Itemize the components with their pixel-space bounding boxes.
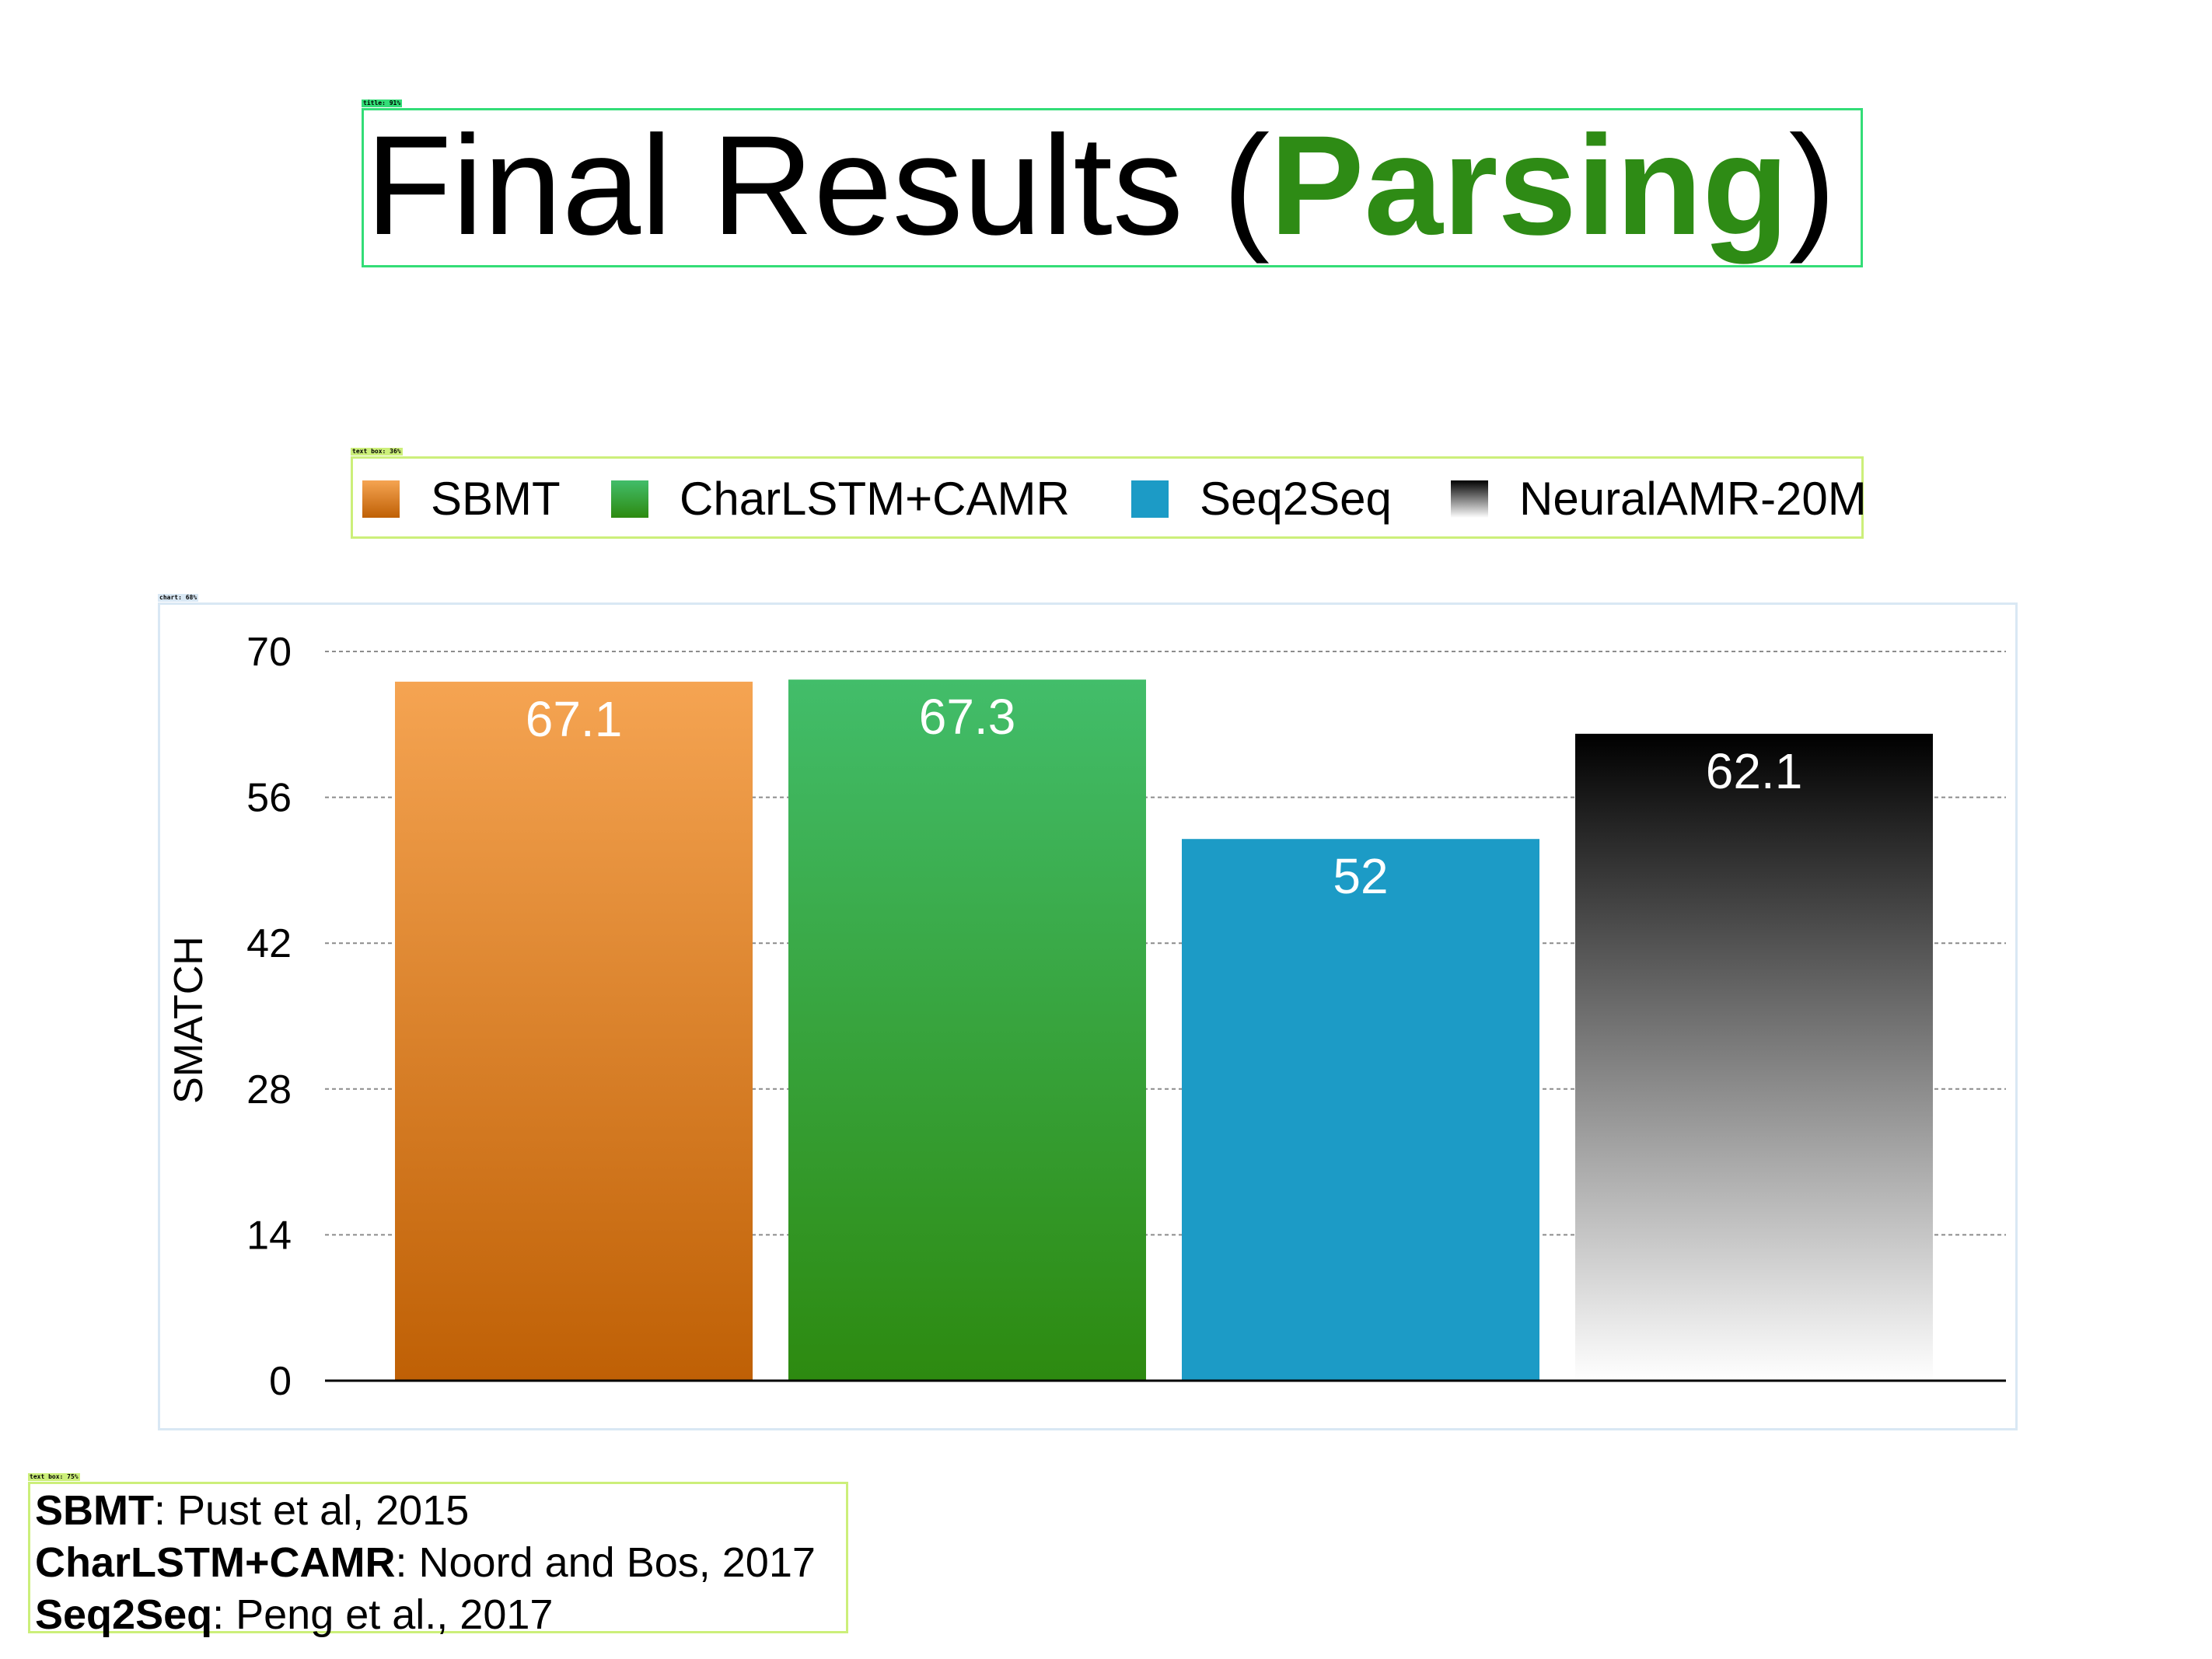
y-tick-label: 14 — [246, 1213, 292, 1258]
chart-detection-tag: chart: 68% — [158, 594, 199, 602]
title-detection-box — [362, 108, 1863, 267]
legend-item-seq2seq: Seq2Seq — [1131, 468, 1392, 530]
bar — [1575, 733, 1933, 1381]
y-axis-label: SMATCH — [166, 936, 211, 1104]
legend-swatch-sbmt — [362, 480, 400, 518]
y-tick-label: 28 — [246, 1067, 292, 1112]
legend-detection-tag: text box: 36% — [351, 448, 403, 456]
legend-detection-box — [351, 456, 1864, 539]
reference-seq2seq: Seq2Seq: Peng et al., 2017 — [35, 1589, 553, 1640]
legend-label-charlstm: CharLSTM+CAMR — [680, 473, 1070, 525]
y-tick-label: 0 — [269, 1359, 292, 1404]
bar-value-label: 62.1 — [1706, 743, 1803, 799]
title-detection-tag: title: 91% — [362, 100, 403, 107]
bar-value-label: 67.1 — [526, 691, 623, 747]
reference-citation: : Noord and Bos, 2017 — [395, 1539, 816, 1586]
legend-item-sbmt: SBMT — [362, 468, 561, 530]
bar — [1182, 839, 1539, 1381]
reference-charlstm: CharLSTM+CAMR: Noord and Bos, 2017 — [35, 1537, 816, 1588]
legend-label-seq2seq: Seq2Seq — [1200, 473, 1392, 525]
y-tick-label: 42 — [246, 921, 292, 966]
references-detection-box — [28, 1482, 848, 1633]
legend-swatch-neuralamr — [1451, 480, 1488, 518]
y-tick-label: 70 — [246, 630, 292, 675]
bar — [395, 681, 753, 1381]
legend-label-neuralamr: NeuralAMR-20M — [1519, 473, 1867, 525]
reference-name: Seq2Seq — [35, 1591, 213, 1638]
legend-item-charlstm: CharLSTM+CAMR — [611, 468, 1070, 530]
reference-citation: : Pust et al, 2015 — [153, 1487, 470, 1534]
legend-item-neuralamr: NeuralAMR-20M — [1451, 468, 1867, 530]
title-accent: Parsing — [1270, 106, 1789, 264]
y-tick-label: 56 — [246, 776, 292, 821]
references-detection-tag: text box: 75% — [28, 1473, 80, 1481]
title-prefix: Final Results ( — [365, 106, 1270, 264]
bar — [788, 679, 1146, 1381]
legend-swatch-seq2seq — [1131, 480, 1169, 518]
title-suffix: ) — [1788, 106, 1836, 264]
legend-label-sbmt: SBMT — [431, 473, 561, 525]
reference-name: CharLSTM+CAMR — [35, 1539, 396, 1586]
bar-value-label: 52 — [1333, 848, 1388, 904]
legend-swatch-charlstm — [611, 480, 648, 518]
reference-citation: : Peng et al., 2017 — [212, 1591, 554, 1638]
chart-detection-box — [158, 602, 2018, 1430]
reference-sbmt: SBMT: Pust et al, 2015 — [35, 1485, 469, 1536]
reference-name: SBMT — [35, 1487, 154, 1534]
bar-value-label: 67.3 — [919, 689, 1016, 745]
slide-title: Final Results (Parsing) — [365, 107, 1836, 263]
